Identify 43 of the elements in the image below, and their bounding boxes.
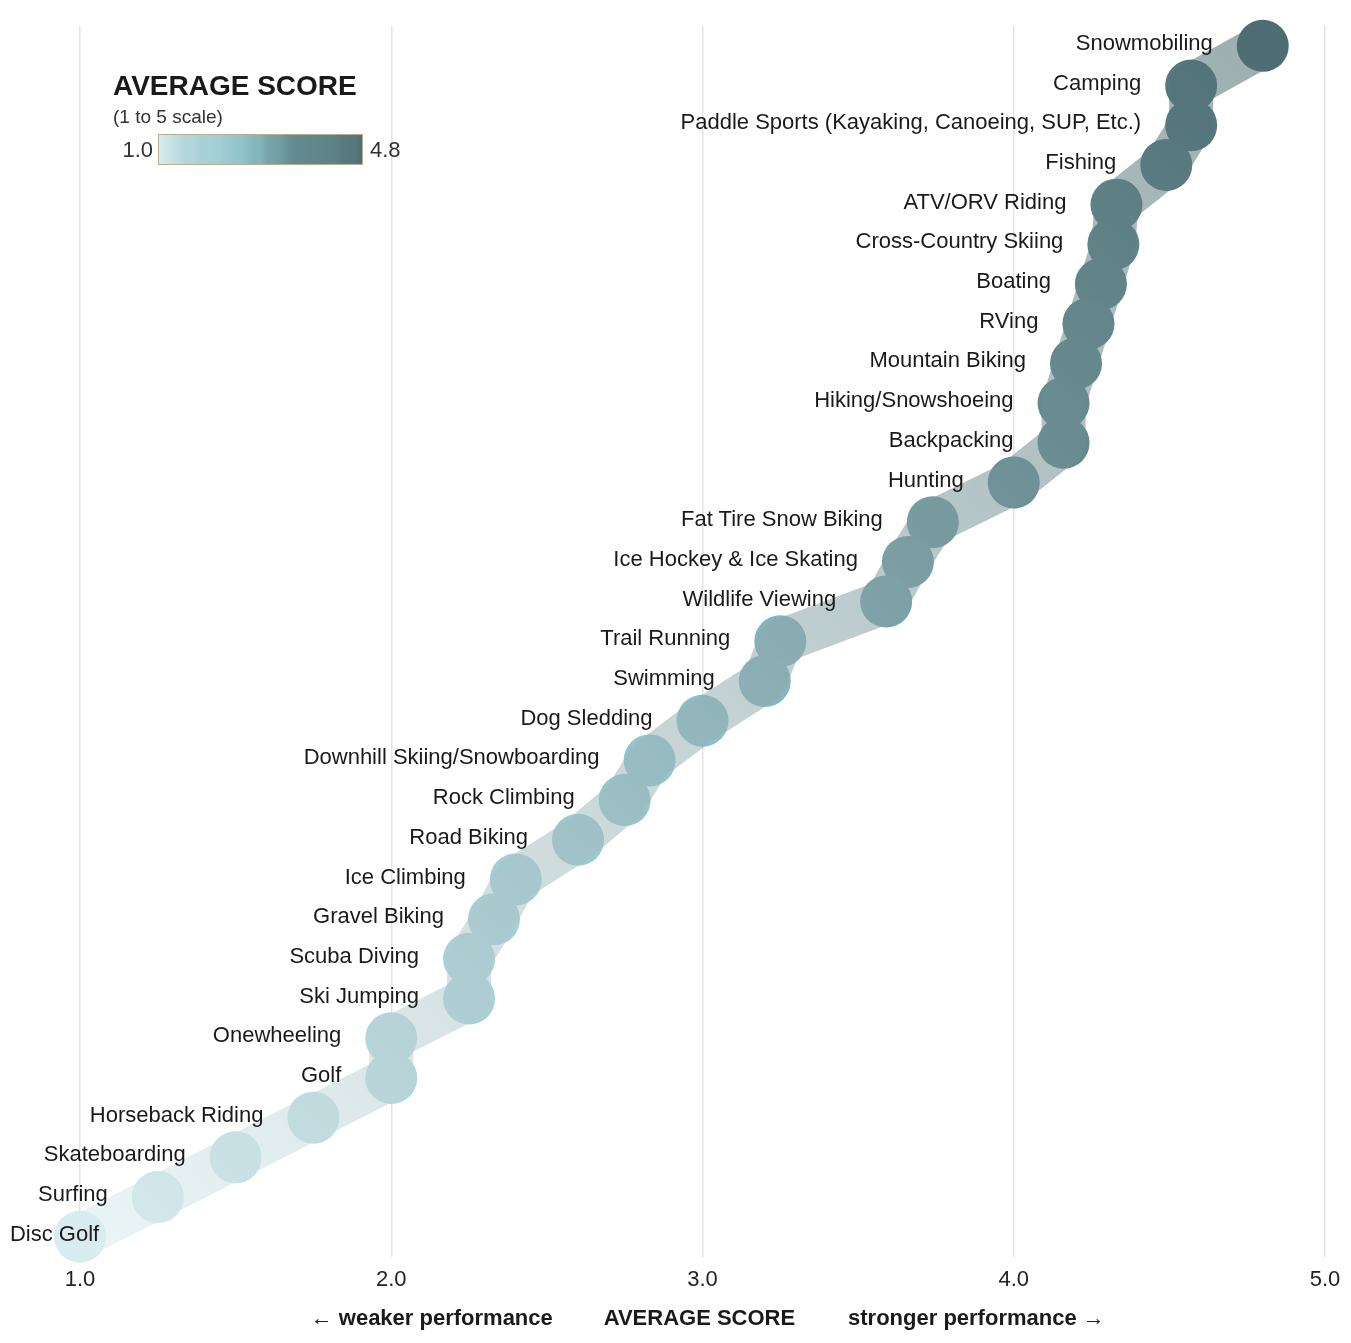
y-tick-label: Swimming <box>613 665 715 691</box>
y-tick-label: Onewheeling <box>212 1022 342 1048</box>
y-tick-label: Fishing <box>1045 149 1117 174</box>
x-tick-label: 4.0 <box>998 1265 1030 1291</box>
text: stronger performance → <box>848 1304 1105 1330</box>
y-tick-label: Horseback Riding <box>89 1101 264 1127</box>
y-tick-label: Wildlife Viewing <box>682 585 837 611</box>
y-tick-label: Ski Jumping <box>299 982 420 1008</box>
y-tick-label: Surfing <box>38 1181 108 1207</box>
y-tick-label: Camping <box>1053 69 1142 95</box>
x-tick-label: 2.0 <box>375 1265 407 1291</box>
y-tick-label: Disc Golf <box>9 1220 101 1246</box>
y-tick-label: Road Biking <box>409 823 528 849</box>
y-tick-label: Downhill Skiing/Snowboarding <box>303 744 600 770</box>
y-tick-label: Hunting <box>887 466 964 492</box>
y-tick-label: Ice Hockey & Ice Skating <box>613 545 858 571</box>
y-tick-label: Gravel Biking <box>313 903 444 929</box>
y-tick-label: ATV/ORV Riding <box>903 188 1067 214</box>
x-axis-title: AVERAGE SCORE <box>603 1304 796 1330</box>
x-tick-label: 3.0 <box>687 1265 718 1291</box>
y-tick-label: Paddle Sports (Kayaking, Canoeing, SUP, Etc.) <box>680 109 1142 135</box>
y-tick-label: Rock Climbing <box>432 784 575 810</box>
y-tick-label: Ice Climbing <box>344 863 466 889</box>
legend-title: AVERAGE SCORE <box>113 70 358 102</box>
y-tick-label: Skateboarding <box>43 1141 186 1167</box>
y-tick-label: Snowmobiling <box>1075 29 1213 55</box>
y-tick-label: Mountain Biking <box>869 347 1026 373</box>
color-bar-title: (1 to 5 scale) <box>113 106 224 128</box>
x-tick-label: 5.0 <box>1309 1265 1341 1291</box>
y-tick-label: Dog Sledding <box>520 704 653 730</box>
y-tick-label: Fat Tire Snow Biking <box>681 506 883 532</box>
annotation: 1.0 <box>122 137 153 163</box>
annotation: 4.8 <box>370 137 401 163</box>
y-tick-label: Backpacking <box>888 426 1014 452</box>
y-tick-label: Golf <box>300 1062 343 1088</box>
y-tick-label: Trail Running <box>600 625 731 651</box>
x-tick-label: 1.0 <box>64 1265 96 1291</box>
y-tick-label: Boating <box>976 268 1051 294</box>
text: ← weaker performance <box>310 1304 553 1330</box>
y-tick-label: Cross-Country Skiing <box>855 228 1064 254</box>
y-tick-label: Scuba Diving <box>289 942 420 968</box>
y-tick-label: Hiking/Snowshoeing <box>814 387 1014 413</box>
y-tick-label: RVing <box>979 307 1039 333</box>
